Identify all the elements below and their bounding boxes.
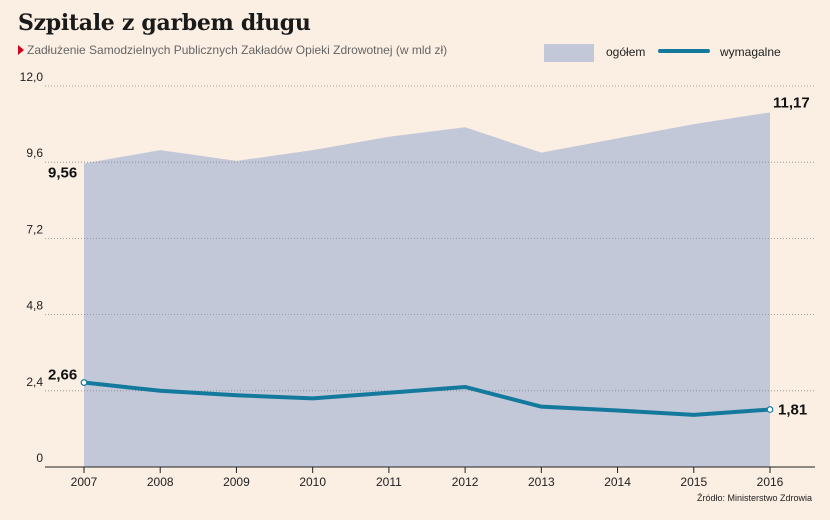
y-tick-label: 4,8 xyxy=(26,299,43,313)
x-tick-label: 2012 xyxy=(452,475,479,489)
data-label: 2,66 xyxy=(48,367,77,384)
data-label: 1,81 xyxy=(778,402,807,419)
source-note: Źródło: Ministerstwo Zdrowia xyxy=(696,493,812,503)
x-tick-label: 2013 xyxy=(528,475,555,489)
legend-label-ogolem: ogółem xyxy=(606,45,646,59)
x-tick-label: 2010 xyxy=(299,475,326,489)
data-label: 11,17 xyxy=(773,94,810,111)
chart-title: Szpitale z garbem długu xyxy=(18,10,311,36)
data-label: 9,56 xyxy=(48,164,77,181)
legend-swatch-ogolem xyxy=(544,44,594,62)
line-series-wymagalne xyxy=(82,380,772,417)
subtitle-text: Zadłużenie Samodzielnych Publicznych Zak… xyxy=(27,43,448,57)
line-point-end xyxy=(766,406,774,413)
legend-swatch-wymagalne xyxy=(658,49,710,53)
x-tick-label: 2016 xyxy=(757,475,784,489)
y-tick-label: 12,0 xyxy=(20,70,44,84)
legend-label-wymagalne: wymagalne xyxy=(720,45,781,59)
area-series-ogolem xyxy=(84,112,770,467)
y-tick-label: 0 xyxy=(36,451,43,465)
y-tick-label: 9,6 xyxy=(26,146,43,160)
red-triangle-icon xyxy=(18,45,24,55)
x-tick-label: 2011 xyxy=(376,475,402,489)
x-tick-label: 2009 xyxy=(223,475,250,489)
y-tick-label: 2,4 xyxy=(26,375,43,389)
x-tick-label: 2014 xyxy=(604,475,631,489)
x-tick-label: 2015 xyxy=(680,475,707,489)
x-tick-label: 2008 xyxy=(147,475,174,489)
x-tick-label: 2007 xyxy=(71,475,98,489)
chart-subtitle: Zadłużenie Samodzielnych Publicznych Zak… xyxy=(18,43,447,57)
y-tick-label: 7,2 xyxy=(26,222,43,236)
line-point-start xyxy=(80,379,88,386)
